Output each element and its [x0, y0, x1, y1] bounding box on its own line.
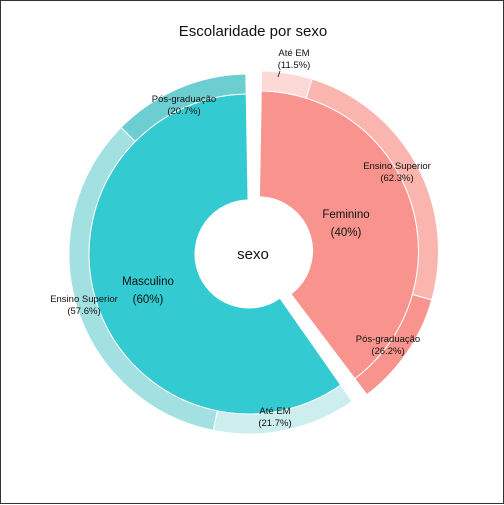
outer-slice-feminino-pos-graduacao — [354, 293, 433, 396]
inner-percent-masculino: (60%) — [133, 294, 164, 306]
outer-slice-masculino-pos-graduacao — [120, 73, 247, 143]
outer-label-feminino-ensino-superior: Ensino Superior — [363, 161, 431, 172]
outer-label-masculino-ensino-superior: Ensino Superior — [50, 294, 118, 305]
outer-percent-feminino-pos-graduacao: (26.2%) — [371, 346, 404, 357]
outer-percent-feminino-ensino-superior: (62.3%) — [380, 173, 413, 184]
inner-label-masculino: Masculino — [122, 276, 174, 288]
outer-percent-masculino-ate-em: (21.7%) — [258, 418, 291, 429]
outer-label-feminino-pos-graduacao: Pós-graduação — [356, 334, 420, 345]
outer-percent-masculino-ensino-superior: (57.6%) — [67, 306, 100, 317]
chart-title: Escolaridade por sexo — [179, 23, 327, 40]
outer-label-masculino-pos-graduacao: Pós-graduação — [152, 94, 216, 105]
center-hole — [195, 200, 303, 308]
center-label: sexo — [237, 246, 269, 263]
inner-label-feminino: Feminino — [322, 209, 369, 221]
outer-label-masculino-ate-em: Até EM — [259, 406, 290, 417]
outer-percent-masculino-pos-graduacao: (20.7%) — [167, 106, 200, 117]
arc-group — [68, 70, 439, 435]
outer-percent-feminino-ate-em: (11.5%) — [278, 60, 311, 71]
outer-label-feminino-ate-em: Até EM — [278, 48, 309, 59]
leader-line — [277, 70, 281, 78]
label-group: Feminino(40%)Masculino(60%)Até EM(11.5%)… — [50, 48, 431, 429]
inner-percent-feminino: (40%) — [331, 227, 362, 239]
